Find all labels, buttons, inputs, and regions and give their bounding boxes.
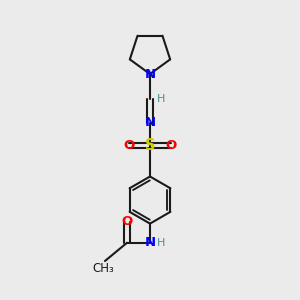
- Text: N: N: [144, 236, 156, 249]
- Text: N: N: [144, 116, 156, 129]
- Text: O: O: [166, 139, 177, 152]
- Text: H: H: [157, 238, 165, 248]
- Text: O: O: [122, 215, 133, 228]
- Text: N: N: [144, 68, 156, 80]
- Text: O: O: [123, 139, 134, 152]
- Text: S: S: [145, 138, 155, 153]
- Text: CH₃: CH₃: [93, 262, 114, 275]
- Text: H: H: [157, 94, 165, 104]
